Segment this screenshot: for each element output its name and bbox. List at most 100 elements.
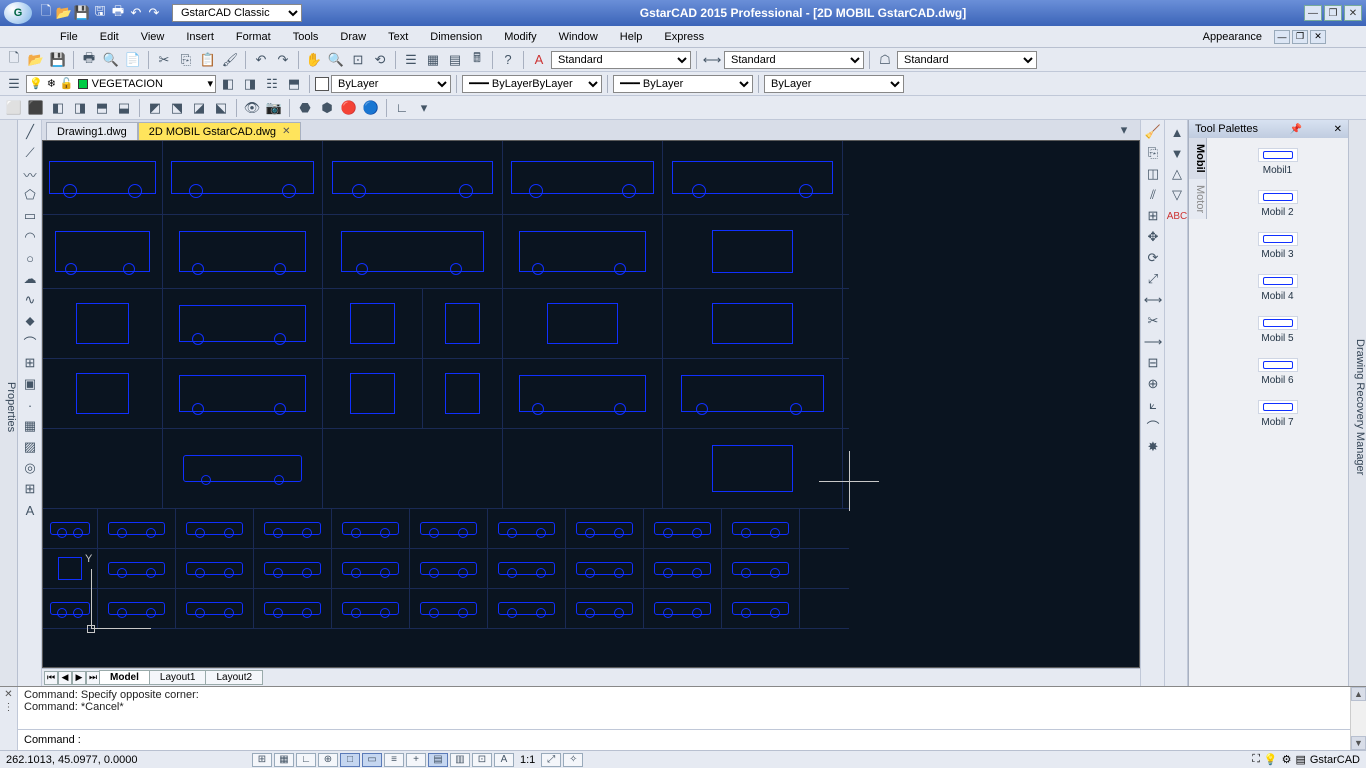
- open-icon[interactable]: 📂: [26, 50, 46, 70]
- tab-dropdown-icon[interactable]: ▾: [1114, 120, 1134, 140]
- sendunder-icon[interactable]: ▽: [1167, 185, 1187, 205]
- menu-text[interactable]: Text: [378, 29, 418, 45]
- help-icon[interactable]: ?: [498, 50, 518, 70]
- menu-file[interactable]: File: [50, 29, 88, 45]
- mtext-icon[interactable]: A: [20, 500, 40, 520]
- maximize-button[interactable]: ❐: [1324, 5, 1342, 21]
- print-icon[interactable]: 🖶: [110, 5, 126, 21]
- rotate-icon[interactable]: ⟳: [1143, 248, 1163, 268]
- layer-select[interactable]: 💡 ❄ 🔓 VEGETACION ▾: [26, 75, 216, 93]
- block-icon[interactable]: ▣: [20, 374, 40, 394]
- palette-item[interactable]: Mobil 7: [1211, 396, 1344, 432]
- drawing-canvas[interactable]: Y: [42, 140, 1140, 668]
- palette-tab-motor[interactable]: Motor: [1189, 179, 1207, 219]
- app-logo[interactable]: G: [4, 2, 32, 24]
- qp-toggle[interactable]: ▥: [450, 753, 470, 767]
- tablestyle-icon[interactable]: ☖: [875, 50, 895, 70]
- prev-icon[interactable]: ◀: [58, 671, 72, 685]
- tablestyle-select[interactable]: Standard: [897, 51, 1037, 69]
- xline-icon[interactable]: ⟋: [20, 143, 40, 163]
- layermatch-icon[interactable]: ⬒: [284, 74, 304, 94]
- color-select[interactable]: ByLayer: [331, 75, 451, 93]
- pan-icon[interactable]: ✋: [304, 50, 324, 70]
- doc-tab-1[interactable]: Drawing1.dwg: [46, 122, 138, 140]
- copy-icon[interactable]: ⎘: [1143, 143, 1163, 163]
- view-nw-icon[interactable]: ⬕: [211, 98, 231, 118]
- sendback-icon[interactable]: ▼: [1167, 143, 1187, 163]
- view-se-icon[interactable]: ⬔: [167, 98, 187, 118]
- menu-edit[interactable]: Edit: [90, 29, 129, 45]
- recovery-panel-collapsed[interactable]: Drawing Recovery Manager: [1348, 120, 1366, 686]
- menu-window[interactable]: Window: [549, 29, 608, 45]
- table-icon[interactable]: ⊞: [20, 479, 40, 499]
- view-back-icon[interactable]: ⬓: [114, 98, 134, 118]
- palette-item[interactable]: Mobil 6: [1211, 354, 1344, 390]
- hardware-icon[interactable]: ⚙: [1282, 753, 1292, 766]
- anno-scale[interactable]: 1:1: [516, 754, 539, 766]
- otrack-toggle[interactable]: ▭: [362, 753, 382, 767]
- pline-icon[interactable]: 〰: [20, 164, 40, 184]
- sc-toggle[interactable]: ⊡: [472, 753, 492, 767]
- cleanscreen-icon[interactable]: ⛶: [1252, 753, 1260, 766]
- polar-toggle[interactable]: ⊕: [318, 753, 338, 767]
- palette-tab-mobil[interactable]: Mobil: [1189, 138, 1207, 179]
- explode-icon[interactable]: ✸: [1143, 437, 1163, 457]
- minimize-button[interactable]: —: [1304, 5, 1322, 21]
- close-icon[interactable]: ✕: [1334, 124, 1342, 135]
- view-front-icon[interactable]: ⬒: [92, 98, 112, 118]
- hatch-icon[interactable]: ▦: [20, 416, 40, 436]
- designcenter-icon[interactable]: ▦: [423, 50, 443, 70]
- chamfer-icon[interactable]: ⟀: [1143, 395, 1163, 415]
- doc-restore-button[interactable]: ❐: [1292, 30, 1308, 44]
- ucs-icon[interactable]: ∟: [392, 98, 412, 118]
- color-swatch[interactable]: [315, 77, 329, 91]
- 3dorbit-icon[interactable]: 🔵: [361, 98, 381, 118]
- menu-dimension[interactable]: Dimension: [420, 29, 492, 45]
- layermgr-icon[interactable]: ☰: [4, 74, 24, 94]
- line-icon[interactable]: ╱: [20, 122, 40, 142]
- doc-close-button[interactable]: ✕: [1310, 30, 1326, 44]
- stretch-icon[interactable]: ⟷: [1143, 290, 1163, 310]
- mirror-icon[interactable]: ◫: [1143, 164, 1163, 184]
- properties-icon[interactable]: ☰: [401, 50, 421, 70]
- dimstyle-icon[interactable]: ⟷: [702, 50, 722, 70]
- doc-tab-2[interactable]: 2D MOBIL GstarCAD.dwg✕: [138, 122, 302, 140]
- menu-appearance[interactable]: Appearance: [1193, 29, 1272, 45]
- layeriso-icon[interactable]: ◧: [218, 74, 238, 94]
- dyn-toggle[interactable]: +: [406, 753, 426, 767]
- customize-icon[interactable]: ▤: [1295, 753, 1305, 766]
- first-icon[interactable]: ⏮: [44, 671, 58, 685]
- layout-tab-2[interactable]: Layout2: [205, 670, 263, 685]
- view-bottom-icon[interactable]: ⬛: [26, 98, 46, 118]
- textstyle-icon[interactable]: A: [529, 50, 549, 70]
- spline-icon[interactable]: ∿: [20, 290, 40, 310]
- workspace-select[interactable]: GstarCAD Classic: [172, 4, 302, 22]
- pin-icon[interactable]: 📌: [1290, 124, 1302, 135]
- copy-icon[interactable]: ⎘: [176, 50, 196, 70]
- grid-toggle[interactable]: ▦: [274, 753, 294, 767]
- command-line[interactable]: Command :: [18, 730, 1350, 750]
- view-sw-icon[interactable]: ◩: [145, 98, 165, 118]
- palette-item[interactable]: Mobil 5: [1211, 312, 1344, 348]
- camera-icon[interactable]: 📷: [264, 98, 284, 118]
- isolate-icon[interactable]: 💡: [1264, 753, 1278, 766]
- save-icon[interactable]: 💾: [48, 50, 68, 70]
- calc-icon[interactable]: 🖩: [467, 50, 487, 70]
- render-icon[interactable]: 🔴: [339, 98, 359, 118]
- new-icon[interactable]: 🗋: [4, 50, 24, 70]
- close-icon[interactable]: ✕: [282, 126, 290, 137]
- bringfront-icon[interactable]: ▲: [1167, 122, 1187, 142]
- menu-format[interactable]: Format: [226, 29, 281, 45]
- scroll-up-icon[interactable]: ▲: [1351, 687, 1366, 701]
- menu-express[interactable]: Express: [654, 29, 714, 45]
- menu-tools[interactable]: Tools: [283, 29, 329, 45]
- palette-item[interactable]: Mobil1: [1211, 144, 1344, 180]
- save-icon[interactable]: 💾: [74, 5, 90, 21]
- cmd-scrollbar[interactable]: ▲ ▼: [1350, 687, 1366, 750]
- model-toggle[interactable]: ▤: [428, 753, 448, 767]
- layerprev-icon[interactable]: ◨: [240, 74, 260, 94]
- plot-icon[interactable]: 🖶: [79, 50, 99, 70]
- break-icon[interactable]: ⊟: [1143, 353, 1163, 373]
- open-icon[interactable]: 📂: [56, 5, 72, 21]
- annovisibility-icon[interactable]: ✧: [563, 753, 583, 767]
